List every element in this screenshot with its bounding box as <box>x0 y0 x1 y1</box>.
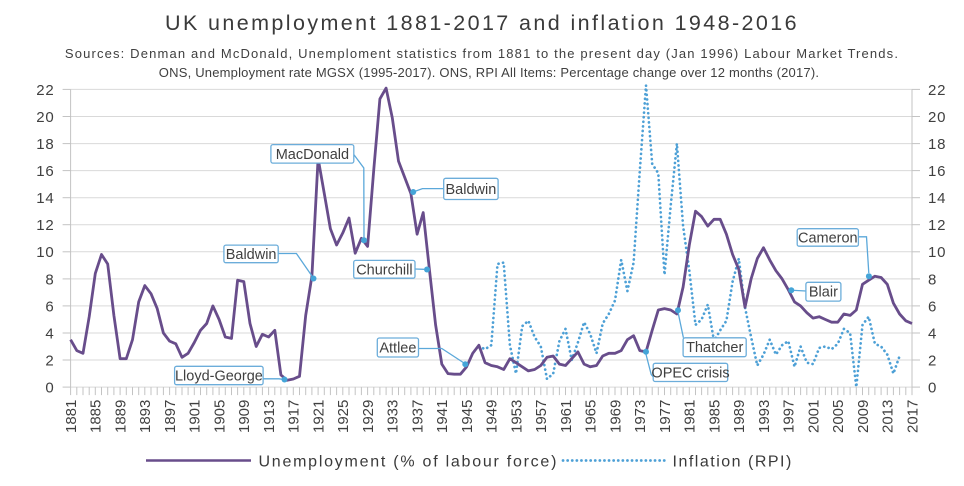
svg-text:1921: 1921 <box>311 400 328 433</box>
svg-text:1997: 1997 <box>781 400 798 433</box>
svg-text:12: 12 <box>928 217 946 234</box>
svg-text:Thatcher: Thatcher <box>686 340 743 356</box>
svg-text:22: 22 <box>36 82 54 99</box>
svg-text:1957: 1957 <box>533 400 550 433</box>
svg-text:1969: 1969 <box>607 400 624 433</box>
svg-text:1885: 1885 <box>88 400 105 433</box>
svg-text:22: 22 <box>928 82 946 99</box>
svg-text:OPEC crisis: OPEC crisis <box>651 365 729 381</box>
svg-text:1961: 1961 <box>558 400 575 433</box>
svg-text:Attlee: Attlee <box>379 341 416 357</box>
svg-text:10: 10 <box>36 244 54 261</box>
svg-text:1913: 1913 <box>261 400 278 433</box>
svg-text:12: 12 <box>36 217 54 234</box>
svg-text:16: 16 <box>928 163 946 180</box>
svg-text:Churchill: Churchill <box>356 262 412 278</box>
svg-text:1917: 1917 <box>286 400 303 433</box>
svg-text:18: 18 <box>36 136 54 153</box>
svg-text:1905: 1905 <box>212 400 229 433</box>
svg-text:8: 8 <box>928 271 937 288</box>
svg-text:1989: 1989 <box>731 400 748 433</box>
svg-text:1973: 1973 <box>632 400 649 433</box>
svg-text:2: 2 <box>928 352 937 369</box>
svg-text:2: 2 <box>45 352 54 369</box>
svg-text:Lloyd-George: Lloyd-George <box>175 369 263 385</box>
svg-text:1881: 1881 <box>63 400 80 433</box>
svg-text:2009: 2009 <box>855 400 872 433</box>
svg-text:2001: 2001 <box>805 400 822 433</box>
svg-text:1933: 1933 <box>385 400 402 433</box>
svg-text:18: 18 <box>928 136 946 153</box>
svg-text:1941: 1941 <box>434 400 451 433</box>
svg-text:1965: 1965 <box>583 400 600 433</box>
svg-text:0: 0 <box>45 380 54 397</box>
svg-text:Baldwin: Baldwin <box>226 247 277 263</box>
svg-text:Inflation (RPI): Inflation (RPI) <box>673 454 793 471</box>
svg-text:1993: 1993 <box>756 400 773 433</box>
svg-text:0: 0 <box>928 380 937 397</box>
svg-text:8: 8 <box>45 271 54 288</box>
svg-text:Baldwin: Baldwin <box>446 182 497 198</box>
svg-text:16: 16 <box>36 163 54 180</box>
svg-text:1909: 1909 <box>236 400 253 433</box>
svg-text:2005: 2005 <box>830 400 847 433</box>
svg-text:1897: 1897 <box>162 400 179 433</box>
svg-text:14: 14 <box>36 190 54 207</box>
svg-text:Cameron: Cameron <box>798 230 858 246</box>
svg-text:20: 20 <box>36 109 54 126</box>
svg-text:1985: 1985 <box>706 400 723 433</box>
svg-text:1925: 1925 <box>335 400 352 433</box>
svg-text:1889: 1889 <box>113 400 130 433</box>
svg-text:6: 6 <box>45 298 54 315</box>
svg-text:4: 4 <box>45 325 54 342</box>
svg-text:1929: 1929 <box>360 400 377 433</box>
svg-text:10: 10 <box>928 244 946 261</box>
svg-text:1953: 1953 <box>508 400 525 433</box>
svg-text:1901: 1901 <box>187 400 204 433</box>
svg-text:1937: 1937 <box>410 400 427 433</box>
svg-text:Blair: Blair <box>809 285 838 301</box>
svg-text:1981: 1981 <box>682 400 699 433</box>
svg-text:1949: 1949 <box>484 400 501 433</box>
svg-text:1977: 1977 <box>657 400 674 433</box>
svg-text:6: 6 <box>928 298 937 315</box>
svg-text:Unemployment (% of labour forc: Unemployment (% of labour force) <box>259 454 559 471</box>
svg-text:2013: 2013 <box>880 400 897 433</box>
svg-text:2017: 2017 <box>904 400 921 433</box>
svg-text:MacDonald: MacDonald <box>276 147 349 163</box>
svg-text:1893: 1893 <box>137 400 154 433</box>
svg-text:4: 4 <box>928 325 937 342</box>
svg-text:14: 14 <box>928 190 946 207</box>
svg-text:20: 20 <box>928 109 946 126</box>
svg-text:1945: 1945 <box>459 400 476 433</box>
